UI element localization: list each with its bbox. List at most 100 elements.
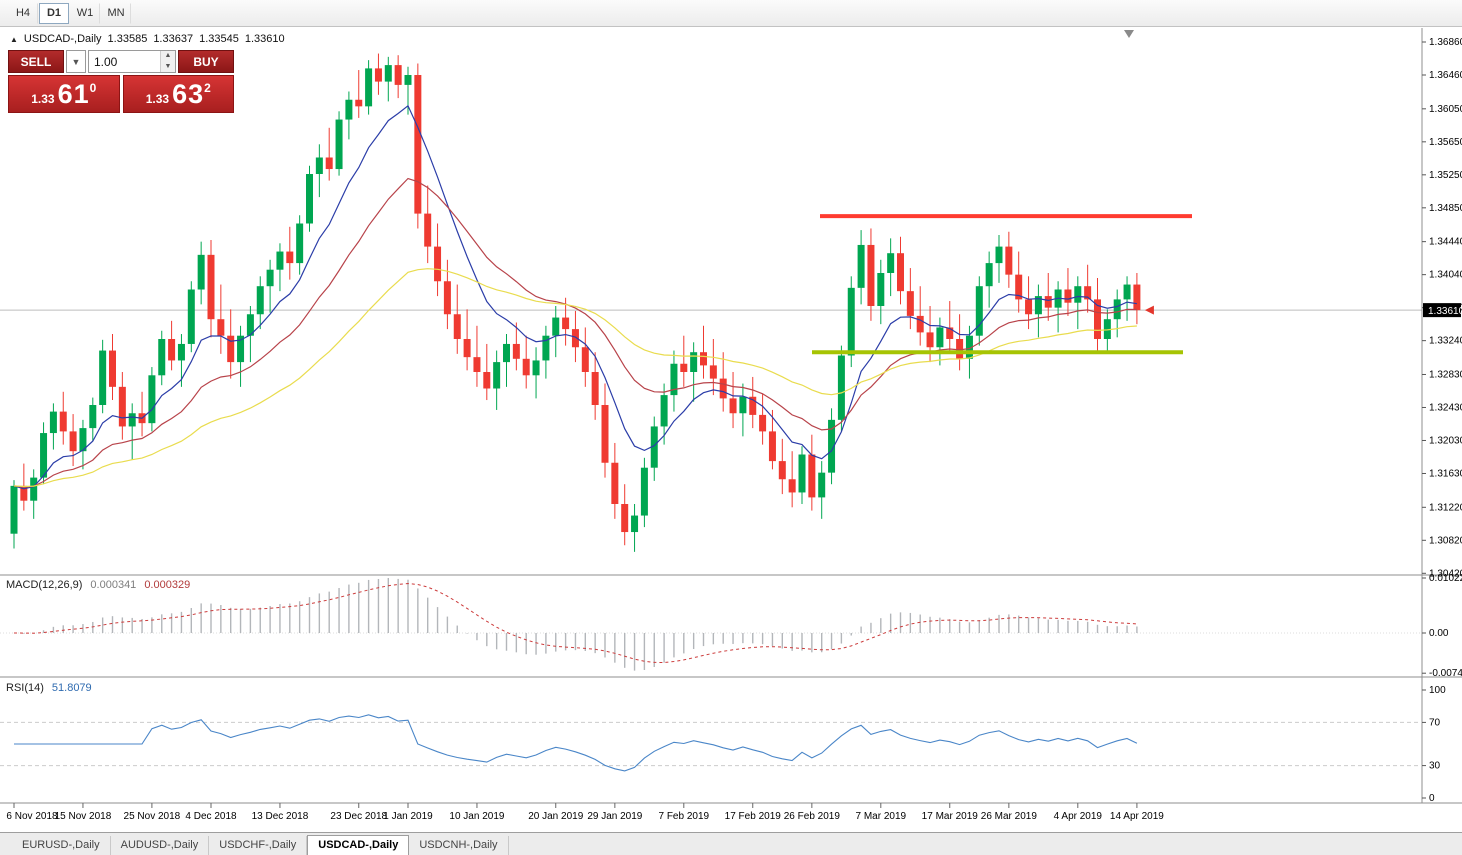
svg-text:10 Jan 2019: 10 Jan 2019 xyxy=(449,811,504,822)
svg-text:70: 70 xyxy=(1429,717,1441,728)
tab-usdcad[interactable]: USDCAD-,Daily xyxy=(307,835,410,855)
chart-shift-marker-icon xyxy=(1124,30,1134,38)
svg-text:1.30420: 1.30420 xyxy=(1429,568,1462,579)
ask-price-pips: 63 xyxy=(172,79,205,109)
svg-text:1.32030: 1.32030 xyxy=(1429,435,1462,446)
tab-usdchf[interactable]: USDCHF-,Daily xyxy=(209,836,308,855)
ask-price-point: 2 xyxy=(204,81,211,95)
svg-text:1.36860: 1.36860 xyxy=(1429,37,1462,48)
current-price-arrow-icon xyxy=(1144,305,1154,315)
svg-text:1.36050: 1.36050 xyxy=(1429,104,1462,115)
volume-spinner: ▲ ▼ xyxy=(160,51,175,72)
volume-field: ▲ ▼ xyxy=(88,50,176,73)
svg-text:13 Dec 2018: 13 Dec 2018 xyxy=(252,811,309,822)
panel-frame xyxy=(0,28,1462,804)
ohlc-open: 1.33585 xyxy=(107,33,148,45)
macd-signal-line xyxy=(13,582,1137,664)
svg-text:1.31220: 1.31220 xyxy=(1429,502,1462,513)
svg-text:-0.0074775: -0.0074775 xyxy=(1429,668,1462,679)
svg-text:1.31630: 1.31630 xyxy=(1429,468,1462,479)
timeframe-d1-button[interactable]: D1 xyxy=(39,2,69,24)
ask-price-major: 1.33 xyxy=(145,92,170,106)
bid-price-point: 0 xyxy=(89,81,97,95)
macd-panel xyxy=(0,577,1422,671)
svg-text:0.00: 0.00 xyxy=(1429,628,1449,639)
chevron-down-icon: ▼ xyxy=(71,56,81,67)
svg-text:0.0102290: 0.0102290 xyxy=(1429,573,1462,584)
chart-ohlc-header: ▲ USDCAD-,Daily 1.33585 1.33637 1.33545 … xyxy=(10,33,285,45)
svg-text:25 Nov 2018: 25 Nov 2018 xyxy=(124,811,181,822)
volume-dropdown-button[interactable]: ▼ xyxy=(66,50,86,73)
one-click-trading-panel: SELL ▼ ▲ ▼ BUY 1.33 61 0 1.33 63 2 xyxy=(8,50,234,113)
bid-price-major: 1.33 xyxy=(31,92,55,106)
ask-price-button[interactable]: 1.33 63 2 xyxy=(122,75,234,113)
svg-text:14 Apr 2019: 14 Apr 2019 xyxy=(1110,811,1164,822)
moving-averages xyxy=(13,104,1137,490)
tab-eurusd[interactable]: EURUSD-,Daily xyxy=(12,836,111,855)
rsi-indicator-label: RSI(14) 51.8079 xyxy=(6,682,92,694)
symbol-up-icon: ▲ xyxy=(10,34,18,44)
ma-21-line xyxy=(13,177,1137,488)
svg-text:1.33610: 1.33610 xyxy=(1428,306,1462,317)
svg-text:15 Nov 2018: 15 Nov 2018 xyxy=(55,811,112,822)
tab-usdcnh[interactable]: USDCNH-,Daily xyxy=(409,836,509,855)
svg-text:1.33240: 1.33240 xyxy=(1429,336,1462,347)
macd-value-signal: 0.000329 xyxy=(144,579,191,591)
macd-axis: 0.0102290 0.00 -0.0074775 xyxy=(1422,573,1462,679)
svg-text:7 Mar 2019: 7 Mar 2019 xyxy=(856,811,907,822)
timeframe-h4-button[interactable]: H4 xyxy=(8,2,38,24)
tab-audusd[interactable]: AUDUSD-,Daily xyxy=(111,836,210,855)
timeframe-mn-button[interactable]: MN xyxy=(101,2,131,24)
svg-text:1 Jan 2019: 1 Jan 2019 xyxy=(383,811,433,822)
ohlc-close: 1.33610 xyxy=(244,33,285,45)
macd-value-main: 0.000341 xyxy=(90,579,137,591)
svg-text:26 Feb 2019: 26 Feb 2019 xyxy=(784,811,841,822)
svg-text:4 Apr 2019: 4 Apr 2019 xyxy=(1054,811,1103,822)
svg-text:20 Jan 2019: 20 Jan 2019 xyxy=(528,811,583,822)
svg-text:1.35250: 1.35250 xyxy=(1429,170,1462,181)
volume-input[interactable] xyxy=(89,51,160,72)
volume-increase-button[interactable]: ▲ xyxy=(161,51,175,62)
svg-text:1.32830: 1.32830 xyxy=(1429,369,1462,380)
ohlc-high: 1.33637 xyxy=(153,33,194,45)
rsi-panel xyxy=(0,714,1422,772)
rsi-name: RSI(14) xyxy=(6,682,44,694)
svg-text:6 Nov 2018: 6 Nov 2018 xyxy=(6,811,58,822)
ohlc-low: 1.33545 xyxy=(199,33,239,45)
svg-text:1.36460: 1.36460 xyxy=(1429,70,1462,81)
macd-indicator-label: MACD(12,26,9) 0.000341 0.000329 xyxy=(6,579,190,591)
rsi-line xyxy=(14,714,1138,772)
sell-button[interactable]: SELL xyxy=(8,50,64,73)
timeframe-w1-button[interactable]: W1 xyxy=(70,2,100,24)
svg-text:1.34440: 1.34440 xyxy=(1429,237,1462,248)
svg-text:17 Mar 2019: 17 Mar 2019 xyxy=(922,811,979,822)
svg-text:29 Jan 2019: 29 Jan 2019 xyxy=(587,811,642,822)
symbol-tabbar: EURUSD-,Daily AUDUSD-,Daily USDCHF-,Daily U… xyxy=(0,832,1462,855)
svg-text:1.30820: 1.30820 xyxy=(1429,535,1462,546)
bid-price-tag: 1.33610 xyxy=(1423,303,1462,318)
svg-text:100: 100 xyxy=(1429,685,1446,696)
ma-9-line xyxy=(13,104,1137,490)
svg-text:4 Dec 2018: 4 Dec 2018 xyxy=(185,811,237,822)
rsi-value: 51.8079 xyxy=(51,682,92,694)
timeframe-toolbar: H4 D1 W1 MN xyxy=(0,0,1462,27)
macd-name: MACD(12,26,9) xyxy=(6,579,83,591)
symbol-name: USDCAD-,Daily xyxy=(23,33,102,45)
svg-text:0: 0 xyxy=(1429,793,1435,804)
svg-text:7 Feb 2019: 7 Feb 2019 xyxy=(658,811,709,822)
trendlines xyxy=(812,214,1192,355)
svg-text:1.34040: 1.34040 xyxy=(1429,270,1462,281)
svg-text:1.32430: 1.32430 xyxy=(1429,402,1462,413)
rsi-axis: 100 70 30 0 xyxy=(1422,685,1446,804)
bid-price-button[interactable]: 1.33 61 0 xyxy=(8,75,120,113)
svg-text:17 Feb 2019: 17 Feb 2019 xyxy=(725,811,782,822)
buy-button[interactable]: BUY xyxy=(178,50,234,73)
ma-45-line xyxy=(13,268,1137,488)
svg-text:1.34850: 1.34850 xyxy=(1429,203,1462,214)
svg-text:23 Dec 2018: 23 Dec 2018 xyxy=(330,811,387,822)
svg-text:30: 30 xyxy=(1429,761,1441,772)
volume-decrease-button[interactable]: ▼ xyxy=(161,61,175,72)
